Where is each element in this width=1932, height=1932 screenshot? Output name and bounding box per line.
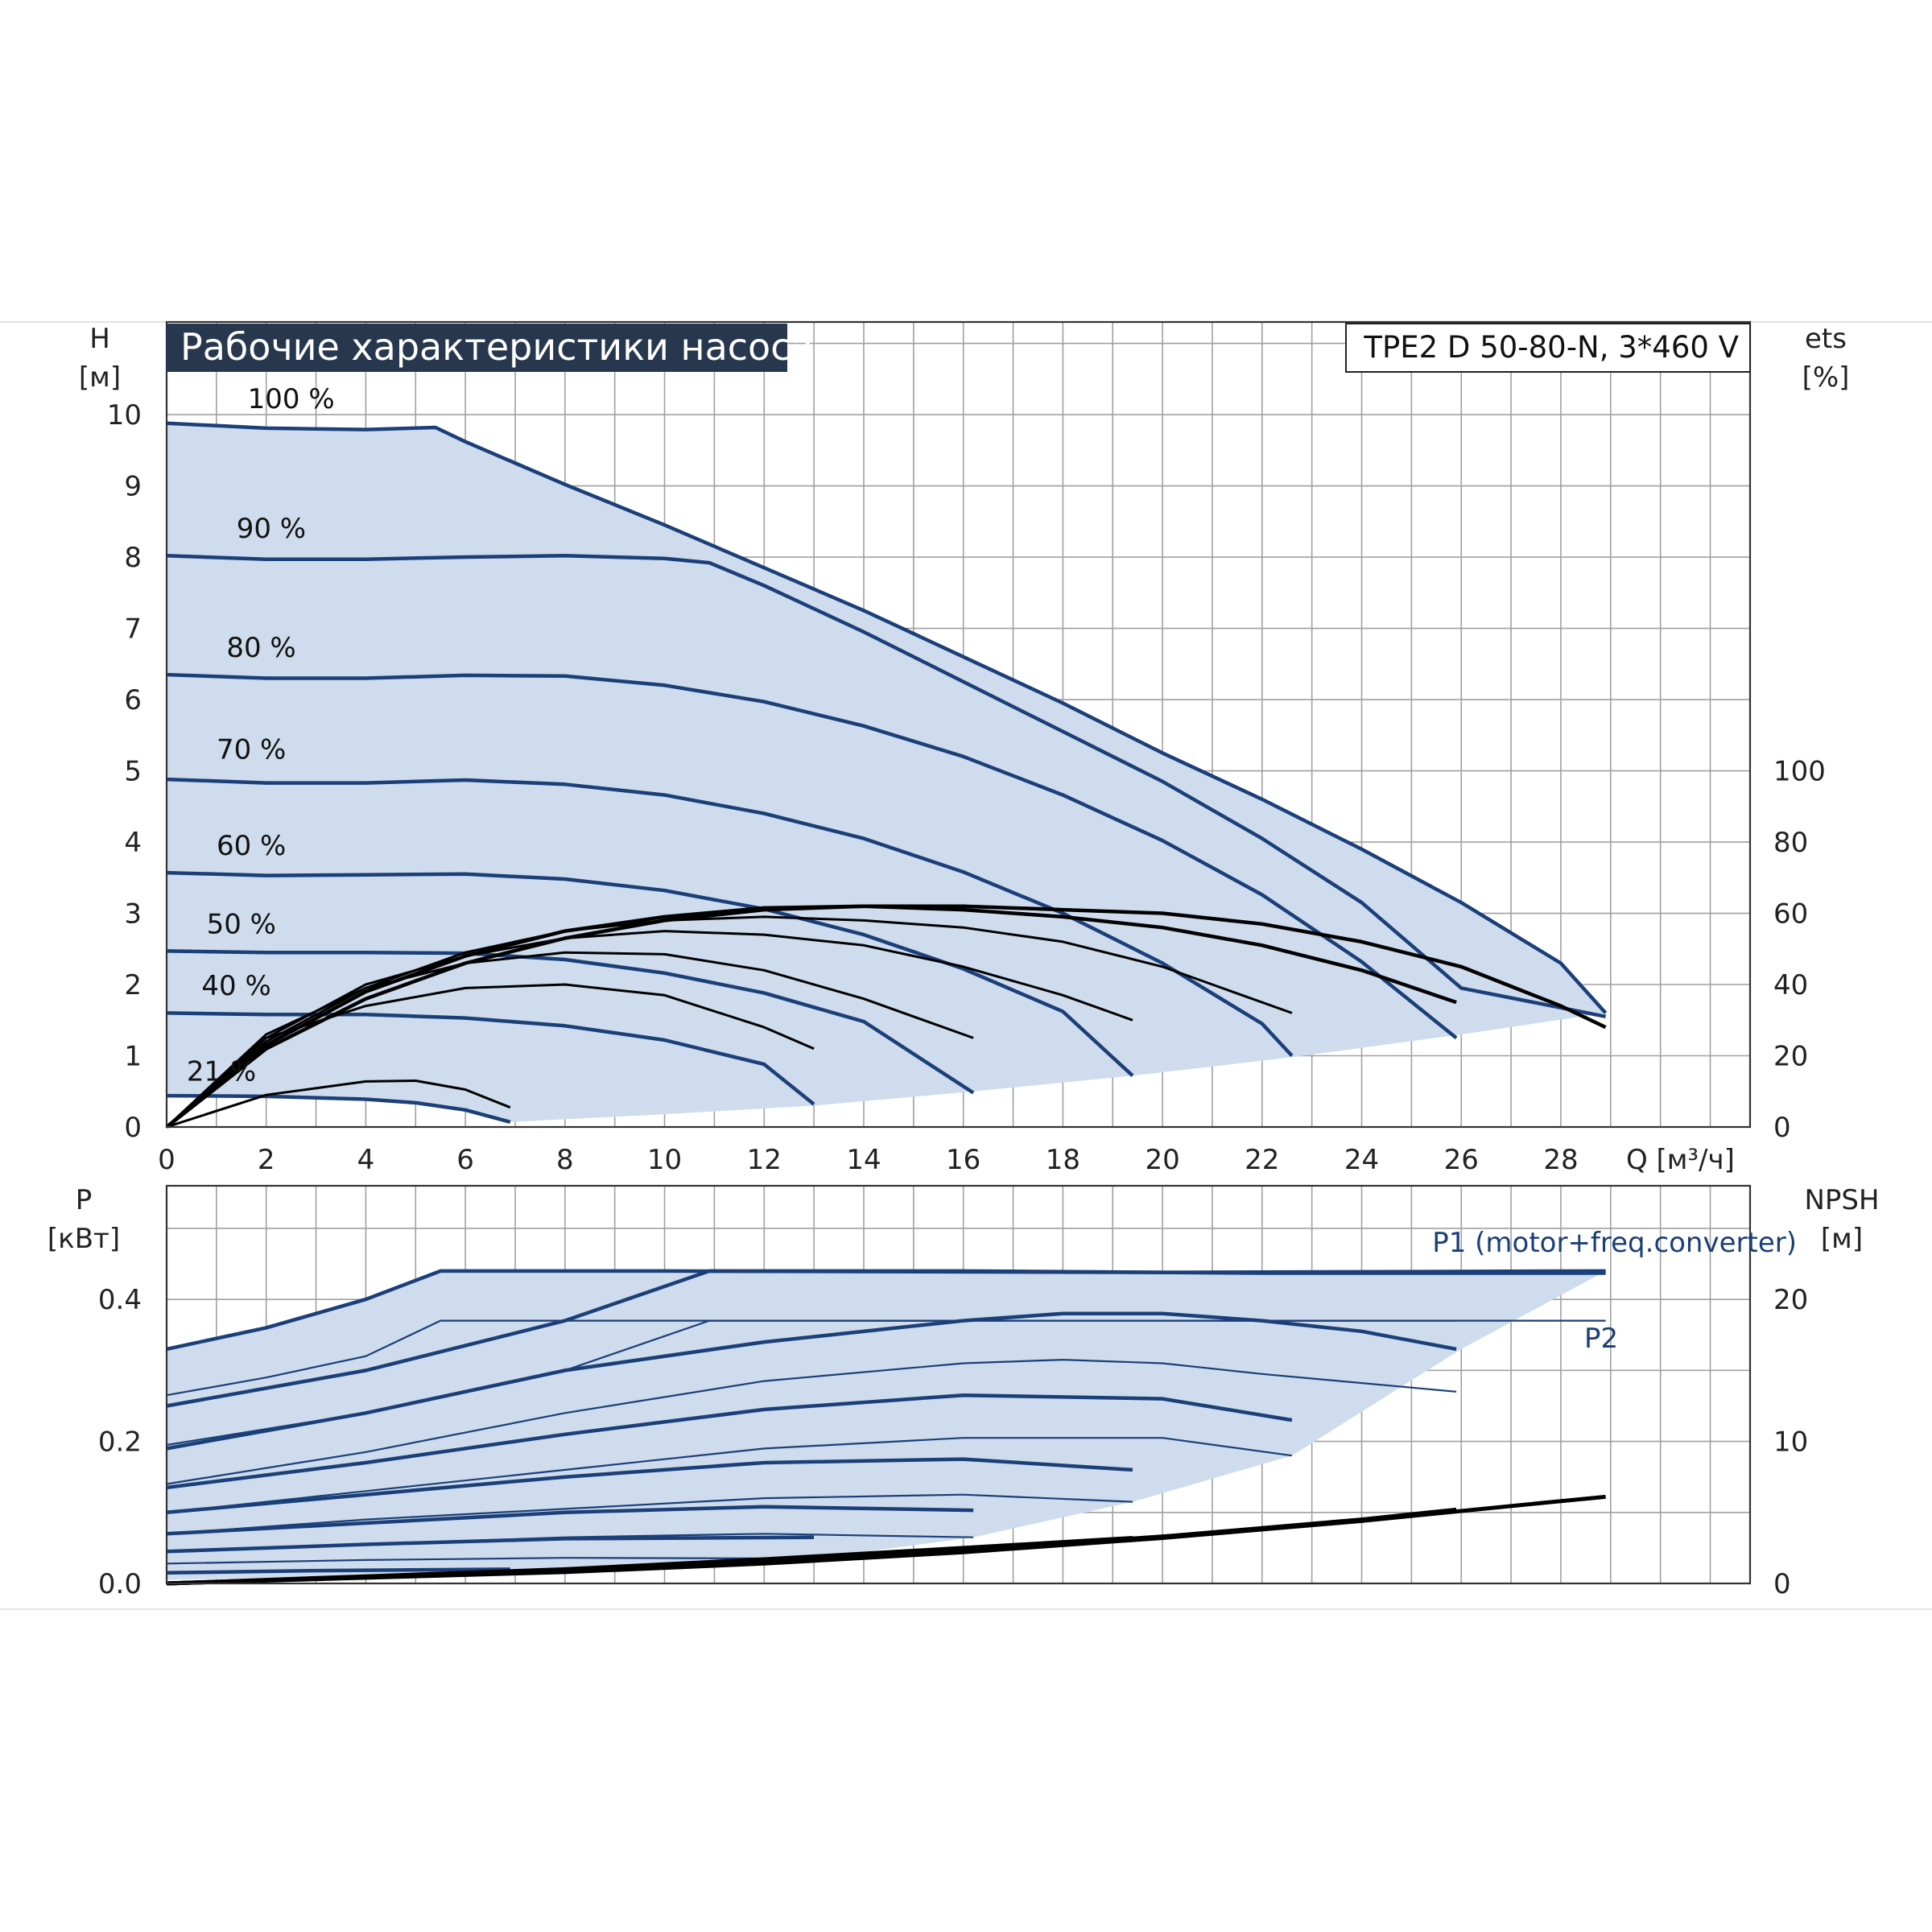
head-curve-60 [166, 870, 1134, 1077]
p1-curve-21 [166, 1567, 510, 1575]
p2-curve-40 [166, 1557, 815, 1565]
speed-labels: 100 % 90 % 80 % 70 % 60 % 50 % 40 % 21 % [187, 383, 335, 1088]
speed-label-40: 40 % [201, 970, 270, 1002]
x-tick-label: 24 [1344, 1144, 1379, 1176]
speed-label-21: 21 % [187, 1055, 256, 1088]
head-frame [165, 320, 1752, 1129]
y-left-tick-label: 5 [124, 756, 142, 788]
p1-curve-50 [166, 1505, 974, 1536]
head-curve-90 [166, 554, 1607, 1019]
power-axis-unit: [кВт] [47, 1223, 120, 1255]
p2-curve-50 [166, 1533, 974, 1553]
speed-label-50: 50 % [207, 908, 276, 940]
power-y-right-tick-label: 0 [1773, 1568, 1791, 1600]
head-speed-curves [166, 421, 1608, 1124]
p1-legend-label: P1 (motor+freq.converter) [1432, 1227, 1797, 1259]
y-right-tick-label: 20 [1773, 1041, 1808, 1073]
head-curve-80 [166, 672, 1458, 1040]
y-right-tick-label: 0 [1773, 1112, 1791, 1144]
title-banner: Рабочие характеристики насоса [166, 324, 814, 372]
p2-curve-90 [166, 1319, 1457, 1447]
x-tick-label: 2 [258, 1144, 275, 1176]
x-tick-label: 12 [747, 1144, 782, 1176]
npsh-axis-unit: [м] [1821, 1223, 1863, 1255]
x-tick-label: 6 [456, 1144, 474, 1176]
y-right-axis-unit: [%] [1802, 361, 1850, 394]
y-left-tick-label: 3 [124, 898, 142, 931]
speed-label-80: 80 % [226, 632, 295, 664]
power-y-left-tick-label: 0.0 [98, 1568, 142, 1600]
x-tick-label: 8 [556, 1144, 574, 1176]
speed-label-100: 100 % [248, 383, 335, 415]
power-y-right-tick-label: 20 [1773, 1284, 1808, 1316]
y-left-tick-label: 1 [124, 1041, 142, 1073]
x-tick-label: 14 [846, 1144, 881, 1176]
p1-curve-60 [166, 1457, 1133, 1515]
head-curve-70 [166, 777, 1294, 1058]
power-operating-area-fill [167, 1270, 1606, 1580]
head-curve-21 [166, 1093, 511, 1124]
p1-curve-90 [166, 1269, 1606, 1408]
x-tick-label: 10 [647, 1144, 682, 1176]
x-tick-label: 28 [1543, 1144, 1578, 1176]
x-tick-label: 16 [946, 1144, 980, 1176]
y-right-tick-label: 100 [1773, 756, 1826, 788]
npsh-curves [166, 1494, 1606, 1586]
p1-curve-70 [166, 1393, 1293, 1490]
y-left-axis-symbol: H [89, 323, 110, 355]
y-left-tick-label: 8 [124, 542, 142, 574]
speed-label-60: 60 % [217, 830, 286, 862]
y-left-tick-label: 0 [124, 1112, 142, 1144]
x-tick-label: 18 [1046, 1144, 1080, 1176]
power-y-left-tick-label: 0.4 [98, 1284, 142, 1316]
p2-legend-label: P2 [1584, 1323, 1618, 1355]
p2-curve-70 [166, 1437, 1293, 1513]
efficiency-eta-21 [166, 1080, 511, 1129]
y-left-tick-label: 10 [107, 399, 142, 431]
x-tick-label: 22 [1245, 1144, 1279, 1176]
speed-label-90: 90 % [237, 513, 306, 545]
model-box: TPE2 D 50-80-N, 3*460 V [1345, 323, 1751, 373]
p2-curve-80 [166, 1358, 1457, 1485]
x-tick-label: 20 [1145, 1144, 1179, 1176]
y-right-tick-label: 80 [1773, 827, 1808, 859]
y-left-tick-label: 4 [124, 827, 142, 859]
power-frame [165, 1184, 1752, 1585]
power-y-left-tick-label: 0.2 [98, 1426, 142, 1459]
chart-title: Рабочие характеристики насоса [180, 325, 814, 369]
efficiency-eta-40 [166, 983, 815, 1129]
power-chart-panel: 0.0 0.2 0.4 0 10 20 P [кВт] NPSH [м] P1 (motor+fre… [47, 1184, 1880, 1600]
x-tick-label: 26 [1444, 1144, 1479, 1176]
x-tick-label: 0 [158, 1144, 175, 1176]
power-operating-area [167, 1270, 1606, 1580]
power-y-right-tick-label: 10 [1773, 1426, 1808, 1459]
y-right-tick-label: 60 [1773, 898, 1808, 931]
efficiency-eta-90 [165, 904, 1457, 1129]
y-left-tick-label: 6 [124, 684, 142, 716]
power-axis-symbol: P [76, 1184, 93, 1216]
model-label: TPE2 D 50-80-N, 3*460 V [1363, 330, 1739, 365]
y-left-tick-label: 7 [124, 613, 142, 646]
x-tick-label: 4 [357, 1144, 375, 1176]
p2-curve-60 [166, 1493, 1133, 1535]
x-axis-label: Q [м³/ч] [1626, 1144, 1735, 1176]
npsh-axis-symbol: NPSH [1804, 1184, 1879, 1216]
head-curve-100 [166, 421, 1608, 1014]
npsh-npsh-60 [166, 1536, 1133, 1586]
power-axes: 0.0 0.2 0.4 0 10 20 P [кВт] NPSH [м] P1 (motor+fre… [47, 1184, 1880, 1600]
efficiency-eta-50 [165, 951, 974, 1129]
efficiency-curves [165, 904, 1607, 1129]
y-left-axis-unit: [м] [79, 361, 121, 394]
speed-label-70: 70 % [217, 733, 286, 766]
power-curves [166, 1269, 1606, 1575]
y-left-tick-label: 9 [124, 471, 142, 503]
head-curve-50 [166, 949, 975, 1095]
head-curve-40 [166, 1011, 815, 1106]
y-right-axis-symbol: ets [1805, 323, 1847, 355]
y-right-tick-label: 40 [1773, 969, 1808, 1001]
y-left-tick-label: 2 [124, 969, 142, 1001]
